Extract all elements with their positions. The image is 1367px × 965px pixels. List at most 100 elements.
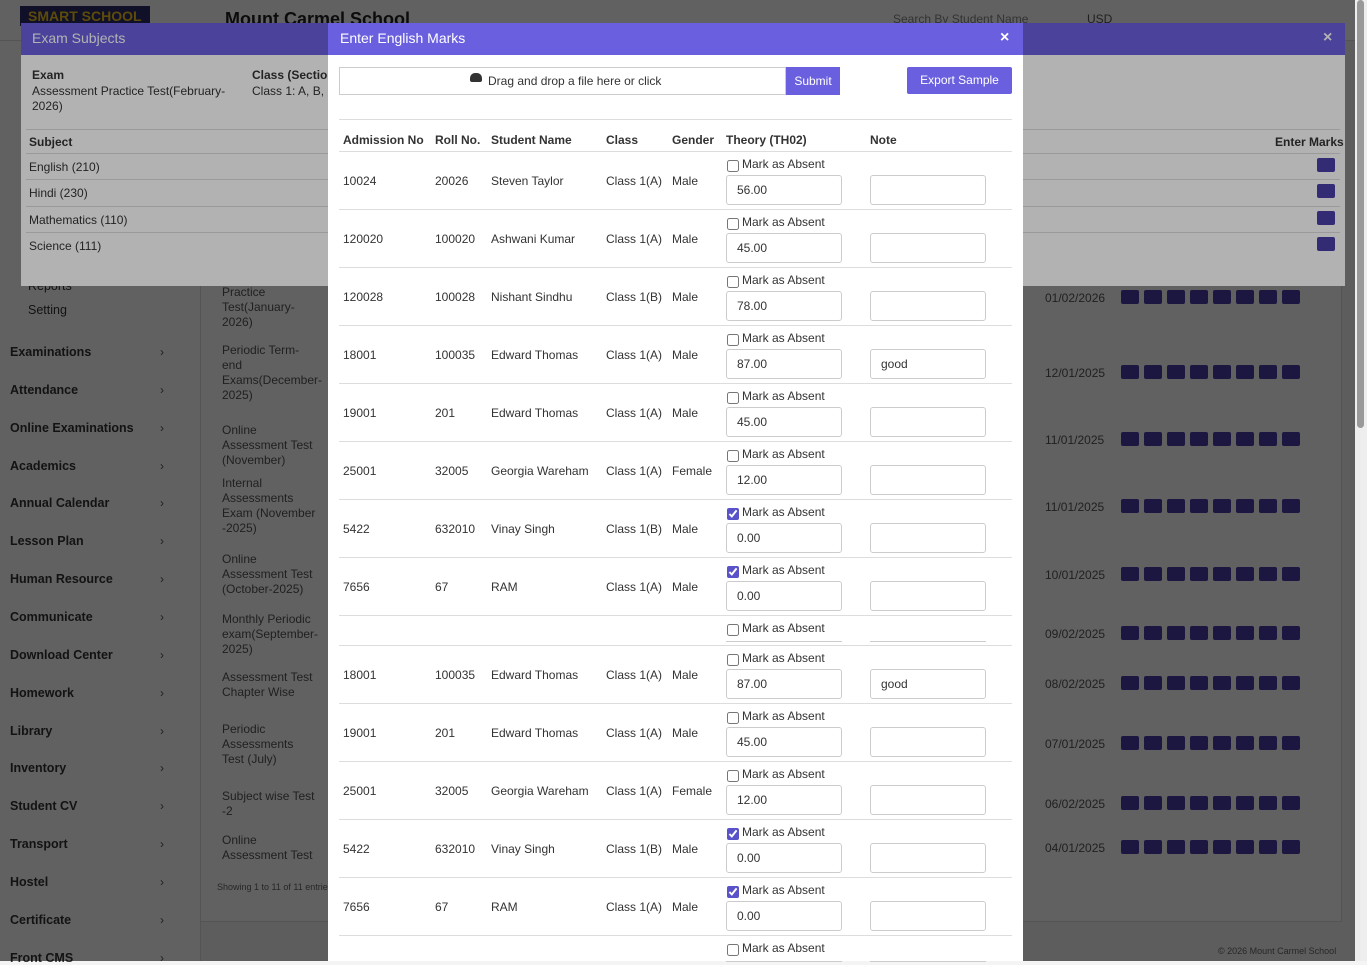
absent-checkbox[interactable]	[727, 828, 739, 840]
action-button[interactable]	[1213, 676, 1231, 690]
action-button[interactable]	[1259, 626, 1277, 640]
note-input[interactable]	[870, 407, 986, 437]
action-button[interactable]	[1121, 796, 1139, 810]
action-button[interactable]	[1213, 840, 1231, 854]
absent-checkbox[interactable]	[727, 276, 739, 288]
marks-input[interactable]: 0.00	[726, 581, 842, 611]
marks-input[interactable]: 0.00	[726, 843, 842, 873]
action-button[interactable]	[1259, 290, 1277, 304]
note-input[interactable]	[870, 291, 986, 321]
absent-checkbox[interactable]	[727, 944, 739, 956]
sidebar-item[interactable]: Homework	[10, 685, 74, 700]
scroll-thumb[interactable]	[1357, 0, 1364, 428]
action-button[interactable]	[1236, 499, 1254, 513]
marks-input[interactable]: 0.00	[726, 901, 842, 931]
marks-input[interactable]: 45.00	[726, 233, 842, 263]
sidebar-item[interactable]: Hostel	[10, 874, 49, 889]
action-button[interactable]	[1213, 626, 1231, 640]
action-button[interactable]	[1144, 840, 1162, 854]
action-button[interactable]	[1167, 567, 1185, 581]
action-button[interactable]	[1213, 736, 1231, 750]
action-button[interactable]	[1167, 626, 1185, 640]
sidebar-item[interactable]: Download Center	[10, 647, 113, 662]
sidebar-item[interactable]: Communicate	[10, 609, 93, 624]
close-button[interactable]: ×	[1323, 29, 1333, 46]
note-input[interactable]	[870, 581, 986, 611]
action-button[interactable]	[1236, 796, 1254, 810]
action-button[interactable]	[1259, 736, 1277, 750]
action-button[interactable]	[1144, 676, 1162, 690]
action-button[interactable]	[1190, 365, 1208, 379]
action-button[interactable]	[1190, 290, 1208, 304]
enter-marks-button[interactable]	[1317, 210, 1335, 225]
sidebar-item[interactable]: Lesson Plan	[10, 534, 84, 549]
action-button[interactable]	[1190, 676, 1208, 690]
action-button[interactable]	[1190, 567, 1208, 581]
action-button[interactable]	[1167, 840, 1185, 854]
action-button[interactable]	[1190, 840, 1208, 854]
absent-label[interactable]: Mark as Absent	[742, 215, 825, 229]
action-button[interactable]	[1282, 676, 1300, 690]
absent-label[interactable]: Mark as Absent	[742, 389, 825, 403]
note-input[interactable]	[870, 175, 986, 205]
action-button[interactable]	[1144, 432, 1162, 446]
action-button[interactable]	[1282, 840, 1300, 854]
action-button[interactable]	[1259, 840, 1277, 854]
action-button[interactable]	[1190, 432, 1208, 446]
action-button[interactable]	[1144, 796, 1162, 810]
sidebar-item[interactable]: Online Examinations	[10, 420, 134, 435]
action-button[interactable]	[1282, 499, 1300, 513]
absent-checkbox[interactable]	[727, 886, 739, 898]
absent-label[interactable]: Mark as Absent	[742, 709, 825, 723]
action-button[interactable]	[1236, 626, 1254, 640]
action-button[interactable]	[1213, 365, 1231, 379]
action-button[interactable]	[1213, 567, 1231, 581]
action-button[interactable]	[1121, 290, 1139, 304]
sidebar-item[interactable]: Student CV	[10, 799, 78, 814]
action-button[interactable]	[1282, 290, 1300, 304]
action-button[interactable]	[1213, 290, 1231, 304]
action-button[interactable]	[1121, 432, 1139, 446]
absent-checkbox[interactable]	[727, 712, 739, 724]
absent-label[interactable]: Mark as Absent	[742, 157, 825, 171]
absent-label[interactable]: Mark as Absent	[742, 883, 825, 897]
action-button[interactable]	[1190, 736, 1208, 750]
action-button[interactable]	[1259, 676, 1277, 690]
action-button[interactable]	[1121, 365, 1139, 379]
action-button[interactable]	[1144, 567, 1162, 581]
enter-marks-button[interactable]	[1317, 158, 1335, 172]
marks-input[interactable]: 0.00	[726, 523, 842, 553]
marks-input[interactable]: 87.00	[726, 669, 842, 699]
action-button[interactable]	[1121, 840, 1139, 854]
absent-checkbox[interactable]	[727, 392, 739, 404]
action-button[interactable]	[1167, 676, 1185, 690]
note-input[interactable]	[870, 639, 986, 642]
note-input[interactable]	[870, 523, 986, 553]
action-button[interactable]	[1236, 290, 1254, 304]
sidebar-item[interactable]: Library	[10, 723, 53, 738]
marks-input[interactable]: 12.00	[726, 785, 842, 815]
sidebar-item[interactable]: Annual Calendar	[10, 496, 110, 511]
action-button[interactable]	[1190, 499, 1208, 513]
note-input[interactable]	[870, 727, 986, 757]
action-button[interactable]	[1213, 796, 1231, 810]
marks-input[interactable]: 12.00	[726, 465, 842, 495]
absent-label[interactable]: Mark as Absent	[742, 651, 825, 665]
action-button[interactable]	[1144, 736, 1162, 750]
absent-label[interactable]: Mark as Absent	[742, 941, 825, 955]
sidebar-item[interactable]: Examinations	[10, 345, 92, 359]
action-button[interactable]	[1282, 365, 1300, 379]
action-button[interactable]	[1282, 736, 1300, 750]
absent-checkbox[interactable]	[727, 508, 739, 520]
enter-marks-button[interactable]	[1317, 236, 1335, 251]
action-button[interactable]	[1213, 499, 1231, 513]
action-button[interactable]	[1259, 796, 1277, 810]
action-button[interactable]	[1167, 499, 1185, 513]
absent-label[interactable]: Mark as Absent	[742, 621, 825, 635]
action-button[interactable]	[1144, 626, 1162, 640]
action-button[interactable]	[1144, 365, 1162, 379]
action-button[interactable]	[1282, 567, 1300, 581]
sidebar-item[interactable]: Academics	[10, 458, 77, 473]
sidebar-item[interactable]: Human Resource	[10, 572, 113, 587]
action-button[interactable]	[1190, 626, 1208, 640]
